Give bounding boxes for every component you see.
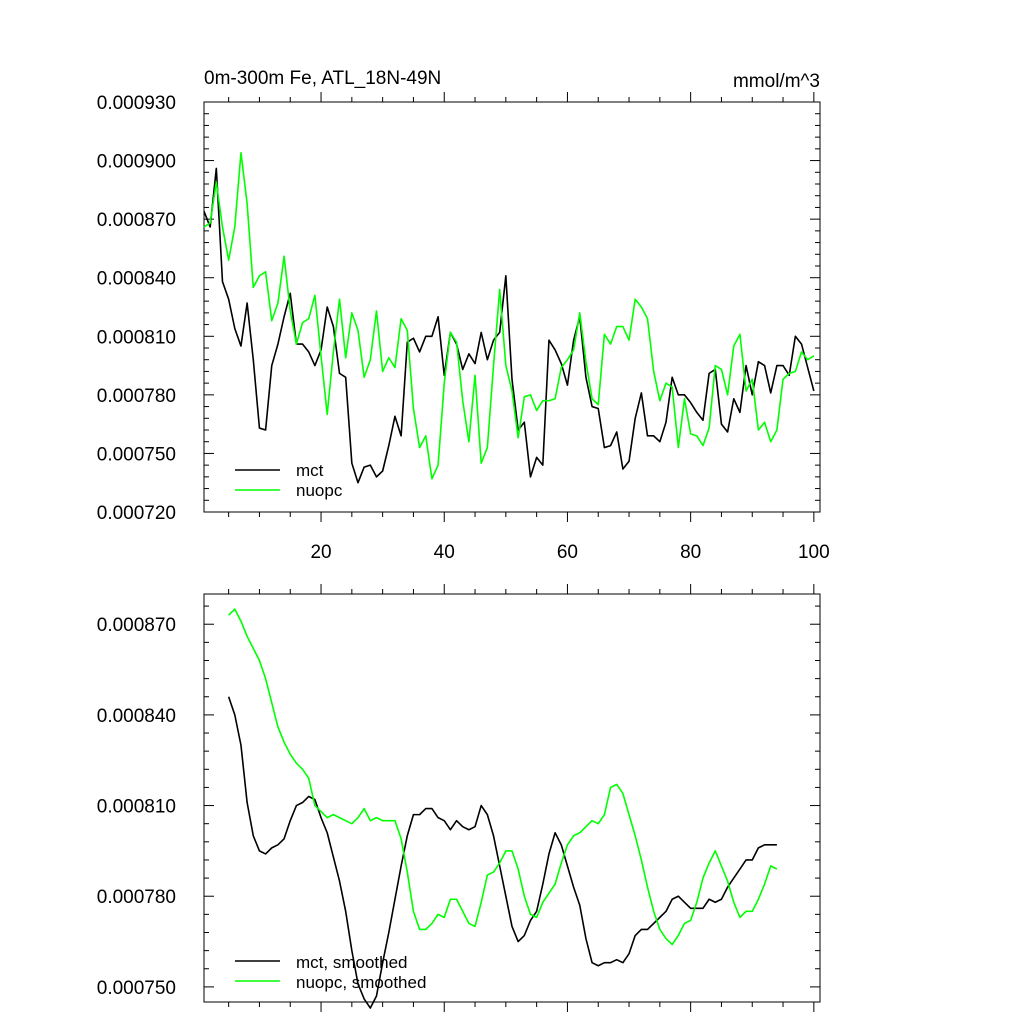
top-plot-axes: 0.000720 0.000750 0.000780 0.000810 0.000840… <box>97 92 830 563</box>
top-ytick-label: 0.000780 <box>97 386 176 407</box>
bottom-plot-panel: 0.000750 0.000780 0.000810 0.000840 0.000870… <box>97 584 821 1012</box>
top-xtick-label: 40 <box>434 542 455 563</box>
bottom-plot-series <box>227 608 778 1009</box>
top-ytick-label: 0.000900 <box>97 152 176 173</box>
series-line-nuopc-smoothed <box>228 608 778 946</box>
bottom-ytick-label: 0.000810 <box>97 797 176 818</box>
bottom-ytick-label: 0.000840 <box>97 706 176 727</box>
top-ytick-label: 0.000930 <box>97 93 176 114</box>
legend-label-mct-smoothed: mct, smoothed <box>296 953 408 972</box>
series-line-mct <box>203 167 815 484</box>
top-plot-legend: mct nuopc <box>235 461 343 500</box>
legend-label-nuopc: nuopc <box>296 481 343 500</box>
top-plot-panel: 0m-300m Fe, ATL_18N-49N mmol/m^3 0.00072… <box>97 68 830 563</box>
bottom-ytick-label: 0.000780 <box>97 887 176 908</box>
top-ytick-label: 0.000870 <box>97 210 176 231</box>
top-plot-title: 0m-300m Fe, ATL_18N-49N <box>204 68 441 89</box>
top-xtick-label: 60 <box>557 542 578 563</box>
series-line-mct-smoothed <box>227 696 777 1009</box>
legend-label-mct: mct <box>296 461 324 480</box>
top-plot-units: mmol/m^3 <box>733 71 820 92</box>
bottom-plot-frame <box>203 593 821 1003</box>
top-plot-frame <box>203 101 821 513</box>
bottom-ytick-label: 0.000870 <box>97 615 176 636</box>
top-ytick-label: 0.000840 <box>97 269 176 290</box>
top-xtick-label: 80 <box>680 542 701 563</box>
bottom-plot-legend: mct, smoothed nuopc, smoothed <box>235 953 426 992</box>
top-ytick-label: 0.000720 <box>97 503 176 524</box>
top-ytick-label: 0.000810 <box>97 327 176 348</box>
top-xtick-label: 20 <box>310 542 331 563</box>
legend-label-nuopc-smoothed: nuopc, smoothed <box>296 973 426 992</box>
series-line-nuopc <box>203 151 815 480</box>
bottom-ytick-label: 0.000750 <box>97 978 176 999</box>
top-xtick-label: 100 <box>798 542 830 563</box>
top-ytick-label: 0.000750 <box>97 444 176 465</box>
bottom-plot-axes: 0.000750 0.000780 0.000810 0.000840 0.000870 <box>97 584 821 1012</box>
top-plot-series <box>203 151 815 484</box>
